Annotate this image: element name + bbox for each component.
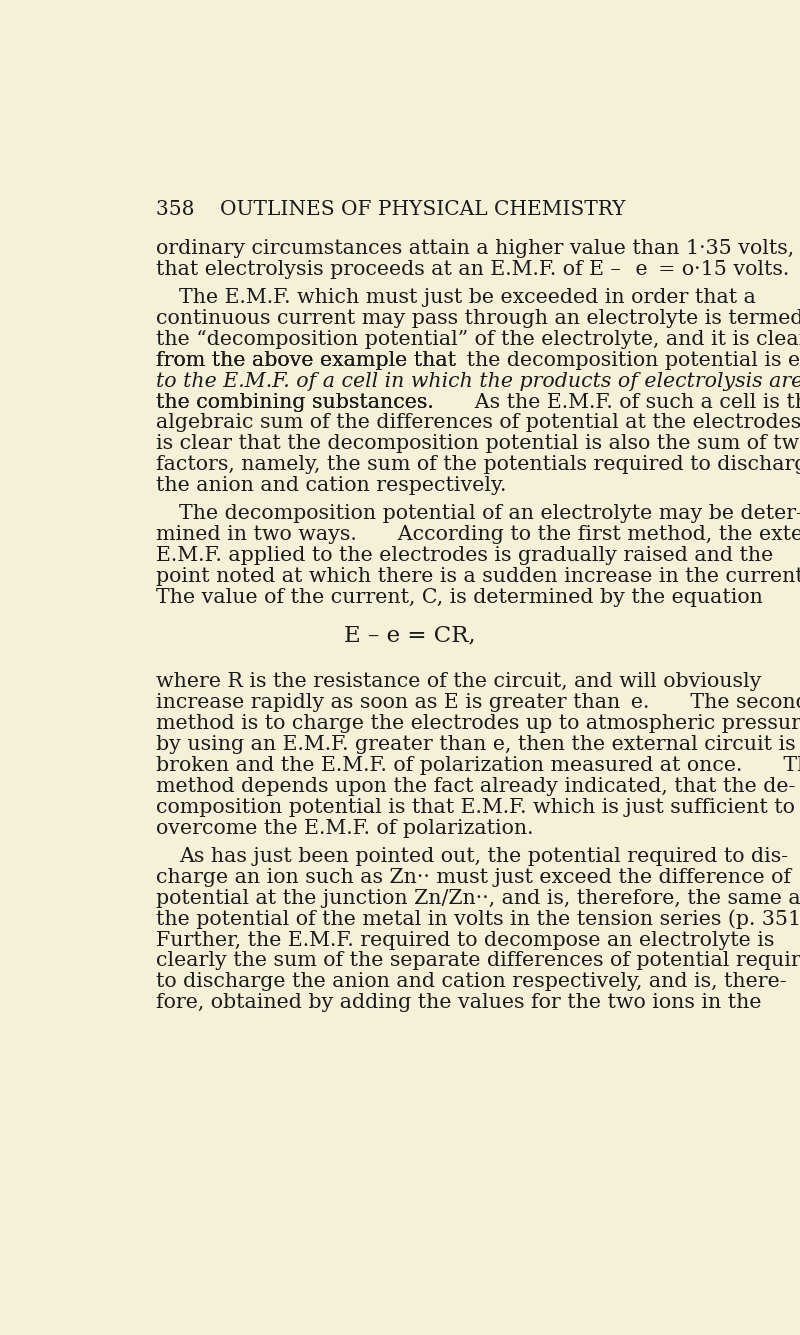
Text: algebraic sum of the differences of potential at the electrodes, it: algebraic sum of the differences of pote…: [156, 414, 800, 433]
Text: potential at the junction Zn/Zn··, and is, therefore, the same as: potential at the junction Zn/Zn··, and i…: [156, 889, 800, 908]
Text: the combining substances.: the combining substances.: [156, 392, 434, 411]
Text: where R is the resistance of the circuit, and will obviously: where R is the resistance of the circuit…: [156, 673, 761, 692]
Text: E.M.F. applied to the electrodes is gradually raised and the: E.M.F. applied to the electrodes is grad…: [156, 546, 773, 565]
Text: increase rapidly as soon as E is greater than  e.  The second: increase rapidly as soon as E is greater…: [156, 693, 800, 712]
Text: mined in two ways.  According to the first method, the external: mined in two ways. According to the firs…: [156, 525, 800, 545]
Text: factors, namely, the sum of the potentials required to discharge: factors, namely, the sum of the potentia…: [156, 455, 800, 474]
Text: by using an E.M.F. greater than e, then the external circuit is: by using an E.M.F. greater than e, then …: [156, 736, 795, 754]
Text: to the E.M.F. of a cell in which the products of electrolysis are: to the E.M.F. of a cell in which the pro…: [156, 371, 800, 391]
Text: from the above example that: from the above example that: [156, 351, 466, 370]
Text: composition potential is that E.M.F. which is just sufficient to: composition potential is that E.M.F. whi…: [156, 798, 794, 817]
Text: the combining substances.  As the E.M.F. of such a cell is the: the combining substances. As the E.M.F. …: [156, 392, 800, 411]
Text: fore, obtained by adding the values for the two ions in the: fore, obtained by adding the values for …: [156, 993, 762, 1012]
Text: is clear that the decomposition potential is also the sum of two: is clear that the decomposition potentia…: [156, 434, 800, 454]
Text: The decomposition potential of an electrolyte may be deter-: The decomposition potential of an electr…: [179, 505, 800, 523]
Text: The E.M.F. which must just be exceeded in order that a: The E.M.F. which must just be exceeded i…: [179, 288, 756, 307]
Text: E – e = CR,: E – e = CR,: [344, 625, 476, 646]
Text: method is to charge the electrodes up to atmospheric pressure: method is to charge the electrodes up to…: [156, 714, 800, 733]
Text: clearly the sum of the separate differences of potential required: clearly the sum of the separate differen…: [156, 952, 800, 971]
Text: ordinary circumstances attain a higher value than 1·35 volts, so: ordinary circumstances attain a higher v…: [156, 239, 800, 258]
Text: Further, the E.M.F. required to decompose an electrolyte is: Further, the E.M.F. required to decompos…: [156, 930, 774, 949]
Text: the anion and cation respectively.: the anion and cation respectively.: [156, 477, 506, 495]
Text: overcome the E.M.F. of polarization.: overcome the E.M.F. of polarization.: [156, 818, 534, 838]
Text: the “decomposition potential” of the electrolyte, and it is clear: the “decomposition potential” of the ele…: [156, 330, 800, 348]
Text: to discharge the anion and cation respectively, and is, there-: to discharge the anion and cation respec…: [156, 972, 786, 992]
Text: 358    OUTLINES OF PHYSICAL CHEMISTRY: 358 OUTLINES OF PHYSICAL CHEMISTRY: [156, 200, 626, 219]
Text: broken and the E.M.F. of polarization measured at once.  This: broken and the E.M.F. of polarization me…: [156, 756, 800, 776]
Text: the potential of the metal in volts in the tension series (p. 351).: the potential of the metal in volts in t…: [156, 909, 800, 929]
Text: that electrolysis proceeds at an E.M.F. of E –   e  = o·15 volts.: that electrolysis proceeds at an E.M.F. …: [156, 260, 789, 279]
Text: from the above example that  the decomposition potential is equal: from the above example that the decompos…: [156, 351, 800, 370]
Text: continuous current may pass through an electrolyte is termed: continuous current may pass through an e…: [156, 308, 800, 328]
Text: As has just been pointed out, the potential required to dis-: As has just been pointed out, the potent…: [179, 846, 788, 865]
Text: charge an ion such as Zn·· must just exceed the difference of: charge an ion such as Zn·· must just exc…: [156, 868, 790, 886]
Text: point noted at which there is a sudden increase in the current.: point noted at which there is a sudden i…: [156, 567, 800, 586]
Text: The value of the current, C, is determined by the equation: The value of the current, C, is determin…: [156, 587, 762, 607]
Text: method depends upon the fact already indicated, that the de-: method depends upon the fact already ind…: [156, 777, 795, 796]
